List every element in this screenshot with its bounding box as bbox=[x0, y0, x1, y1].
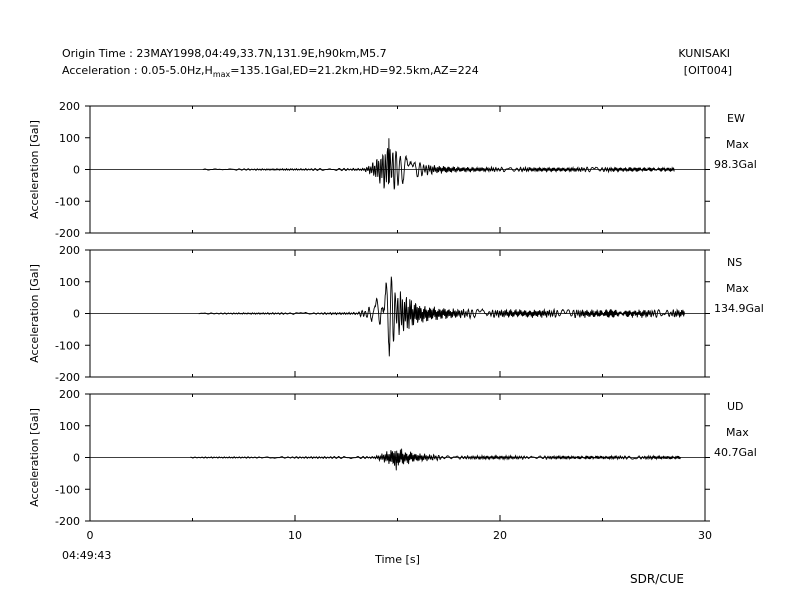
component-label: UD bbox=[727, 400, 744, 413]
origin-time-line: Origin Time : 23MAY1998,04:49,33.7N,131.… bbox=[62, 47, 387, 60]
y-tick-label: -200 bbox=[55, 371, 80, 384]
y-tick-label: 200 bbox=[59, 100, 80, 113]
y-tick-label: 100 bbox=[59, 420, 80, 433]
origin-time-text: Origin Time : 23MAY1998,04:49,33.7N,131.… bbox=[62, 47, 387, 60]
station-code-text: [OIT004] bbox=[683, 64, 732, 77]
acceleration-subscript: max bbox=[212, 70, 231, 80]
x-tick-label: 20 bbox=[493, 529, 507, 542]
y-tick-label: -100 bbox=[55, 339, 80, 352]
waveform-ns bbox=[198, 276, 685, 357]
max-label: Max bbox=[726, 282, 749, 295]
y-tick-label: 200 bbox=[59, 388, 80, 401]
y-axis-label: Acceleration [Gal] bbox=[28, 120, 41, 219]
waveform-ud bbox=[190, 448, 681, 471]
max-value: 134.9Gal bbox=[714, 302, 764, 315]
station-name: KUNISAKI bbox=[678, 47, 730, 60]
y-axis-label: Acceleration [Gal] bbox=[28, 408, 41, 507]
waveform-ew bbox=[202, 138, 675, 190]
credit-label: SDR/CUE bbox=[630, 572, 684, 586]
component-label: EW bbox=[727, 112, 745, 125]
max-value: 40.7Gal bbox=[714, 446, 757, 459]
y-tick-label: -100 bbox=[55, 195, 80, 208]
acceleration-prefix: Acceleration : 0.05-5.0Hz,H bbox=[62, 64, 213, 77]
y-tick-label: -200 bbox=[55, 515, 80, 528]
x-tick-label: 30 bbox=[698, 529, 712, 542]
x-axis-label: Time [s] bbox=[374, 553, 420, 566]
y-tick-label: 0 bbox=[73, 164, 80, 177]
acceleration-line: Acceleration : 0.05-5.0Hz,Hmax=135.1Gal,… bbox=[62, 64, 479, 79]
y-tick-label: 0 bbox=[73, 308, 80, 321]
max-label: Max bbox=[726, 138, 749, 151]
max-label: Max bbox=[726, 426, 749, 439]
acceleration-suffix: =135.1Gal,ED=21.2km,HD=92.5km,AZ=224 bbox=[230, 64, 479, 77]
y-axis-label: Acceleration [Gal] bbox=[28, 264, 41, 363]
start-time-text: 04:49:43 bbox=[62, 549, 112, 562]
station-name-text: KUNISAKI bbox=[678, 47, 730, 60]
y-tick-label: 0 bbox=[73, 452, 80, 465]
component-label: NS bbox=[727, 256, 742, 269]
start-time-label: 04:49:43 bbox=[62, 549, 111, 562]
max-value: 98.3Gal bbox=[714, 158, 757, 171]
station-code: [OIT004] bbox=[684, 64, 732, 77]
x-tick-label: 10 bbox=[288, 529, 302, 542]
credit-text: SDR/CUE bbox=[630, 572, 684, 586]
y-tick-label: -200 bbox=[55, 227, 80, 240]
y-tick-label: -100 bbox=[55, 483, 80, 496]
x-tick-label: 0 bbox=[87, 529, 94, 542]
y-tick-label: 200 bbox=[59, 244, 80, 257]
y-tick-label: 100 bbox=[59, 276, 80, 289]
y-tick-label: 100 bbox=[59, 132, 80, 145]
